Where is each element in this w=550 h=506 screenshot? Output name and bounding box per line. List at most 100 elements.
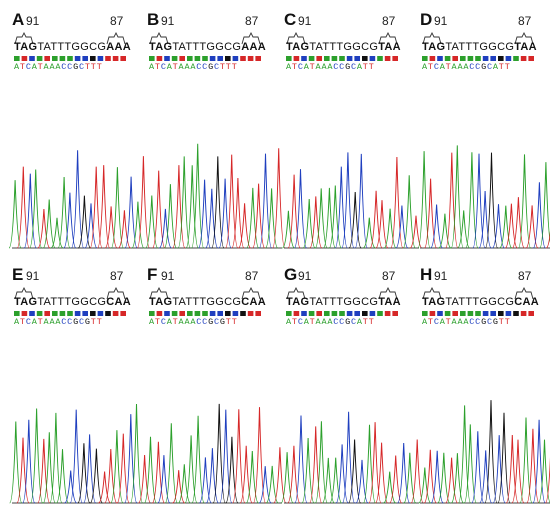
trace-peak	[205, 188, 219, 249]
chromatogram-trace	[418, 400, 550, 504]
start-codon-bracket	[149, 286, 169, 300]
panel-h: H 91 87 TAGTATTTGGCGCAA ATCATAAACCGCGTT	[418, 265, 550, 505]
sequence-start-codon: TAG	[149, 296, 173, 308]
position-label-start: 91	[161, 269, 175, 283]
sequence-end-codon: CAA	[106, 296, 131, 308]
trace-peak	[265, 188, 279, 249]
trace-peak	[77, 195, 91, 249]
trace-peak	[383, 471, 396, 504]
sequence-end-codon: AAA	[106, 41, 131, 53]
trace-peak	[322, 187, 336, 249]
chromatogram-trace	[417, 145, 550, 249]
trace-peak	[395, 205, 409, 249]
start-codon-bracket	[286, 286, 306, 300]
panel-a: A 91 87 TAGTATTTGGCGAAA ATCATAAACCGCTTT	[8, 10, 150, 250]
panel-c: C 91 87 TAGTATTTGGCGTAA ATCATAAACCGCATT	[282, 10, 423, 250]
start-codon-bracket	[422, 31, 442, 45]
position-label-end: 87	[382, 14, 396, 28]
quality-block	[209, 56, 216, 61]
trace-peak	[138, 454, 152, 504]
codon-brackets	[422, 286, 534, 300]
panel-label: A	[12, 10, 25, 29]
quality-block	[217, 311, 223, 316]
quality-block	[460, 56, 466, 61]
sequence-middle: TATTTGGCG	[172, 41, 242, 53]
panel-label: H	[420, 265, 433, 284]
quality-block	[482, 311, 489, 316]
quality-block	[452, 311, 458, 316]
quality-block	[490, 311, 496, 316]
quality-block	[392, 56, 398, 61]
quality-block	[437, 56, 443, 61]
trace-peak	[445, 457, 459, 504]
sequence-middle: TATTTGGCG	[445, 41, 515, 53]
sequence-start-codon: TAG	[286, 41, 310, 53]
codon-brackets	[149, 31, 261, 45]
start-codon-bracket	[286, 31, 306, 45]
quality-block	[255, 311, 261, 316]
sequence-start-codon: TAG	[14, 41, 38, 53]
trace-peak	[9, 421, 23, 504]
trace-peak	[545, 230, 550, 249]
quality-block	[97, 311, 104, 316]
trace-peak	[239, 445, 253, 504]
end-codon-bracket	[514, 286, 534, 300]
trace-peak	[211, 156, 225, 249]
quality-block	[171, 56, 178, 61]
quality-block	[52, 56, 58, 61]
trace-peak	[544, 456, 550, 504]
position-label-start: 91	[298, 269, 312, 283]
trace-peak	[328, 185, 342, 249]
quality-block	[179, 56, 185, 61]
position-label-end: 87	[245, 269, 259, 283]
trace-peak	[178, 464, 191, 504]
trace-peak	[321, 457, 335, 504]
quality-block	[422, 311, 428, 316]
end-codon-bracket	[378, 31, 398, 45]
quality-block	[354, 311, 360, 316]
trace-peak	[252, 183, 266, 249]
trace-peak	[89, 166, 103, 249]
trace-peak	[252, 407, 267, 504]
quality-block	[14, 56, 20, 61]
chromatogram-trace	[282, 152, 423, 249]
trace-peak	[282, 210, 295, 249]
quality-block	[164, 311, 170, 316]
quality-block	[90, 311, 96, 316]
sequence-text: TAGTATTTGGCGTAA	[286, 296, 401, 308]
quality-block	[97, 56, 104, 61]
sequence-middle: TATTTGGCG	[37, 41, 107, 53]
quality-block	[286, 311, 292, 316]
quality-block	[232, 56, 239, 61]
trace-peak	[329, 457, 343, 504]
quality-block	[316, 311, 322, 316]
quality-block	[202, 311, 208, 316]
quality-block	[520, 311, 527, 316]
trace-peak	[335, 444, 349, 504]
trace-peak	[157, 455, 171, 504]
trace-peak	[397, 442, 411, 504]
trace-peak	[83, 434, 97, 504]
trace-peak	[423, 449, 437, 504]
trace-peak	[71, 150, 85, 249]
quality-block	[44, 311, 50, 316]
quality-block	[422, 56, 428, 61]
end-codon-bracket	[106, 286, 126, 300]
base-calls: ATCATAAACCGCGTT	[149, 317, 238, 327]
quality-block	[29, 311, 35, 316]
base-calls: ATCATAAACCGCATT	[286, 317, 375, 327]
quality-block	[156, 311, 163, 316]
trace-peak	[463, 424, 477, 504]
end-codon-bracket	[241, 31, 261, 45]
quality-block	[505, 56, 512, 61]
base-calls: ATCATAAACCGCTTT	[14, 62, 103, 72]
quality-block	[346, 56, 353, 61]
sequence-text: TAGTATTTGGCGTAA	[422, 41, 537, 53]
trace-peak	[450, 453, 464, 504]
end-codon-bracket	[378, 286, 398, 300]
quality-block	[255, 56, 261, 61]
trace-peak	[417, 151, 431, 249]
panel-g: G 91 87 TAGTATTTGGCGTAA ATCATAAACCGCATT	[280, 265, 424, 505]
quality-block	[240, 56, 246, 61]
quality-blocks	[286, 56, 398, 61]
